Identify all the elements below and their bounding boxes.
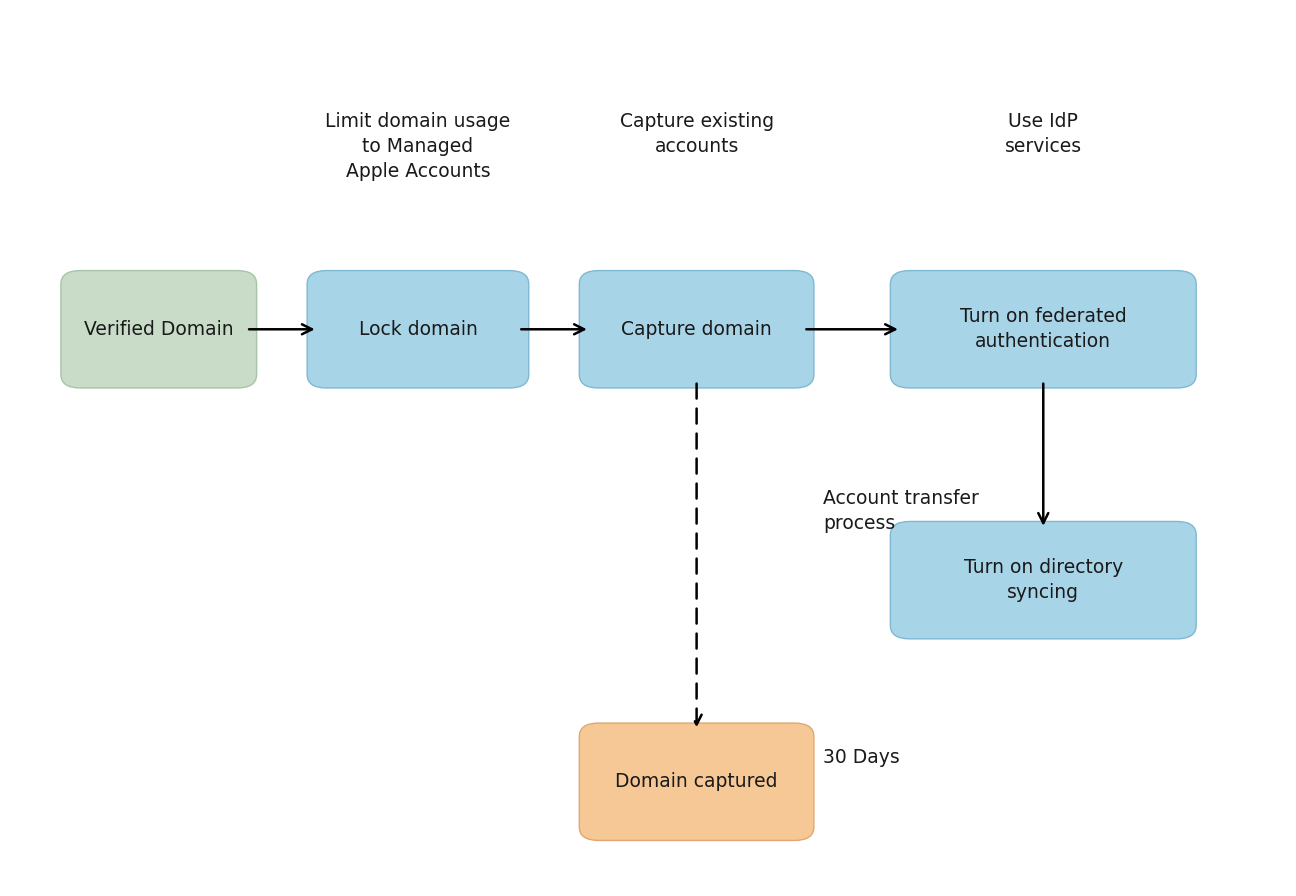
FancyBboxPatch shape bbox=[579, 271, 814, 388]
FancyBboxPatch shape bbox=[890, 521, 1196, 639]
Text: Verified Domain: Verified Domain bbox=[84, 320, 233, 339]
FancyBboxPatch shape bbox=[307, 271, 529, 388]
Text: Lock domain: Lock domain bbox=[359, 320, 477, 339]
Text: Turn on federated
authentication: Turn on federated authentication bbox=[960, 307, 1126, 351]
Text: Turn on directory
syncing: Turn on directory syncing bbox=[964, 558, 1122, 602]
Text: Capture domain: Capture domain bbox=[621, 320, 772, 339]
FancyBboxPatch shape bbox=[61, 271, 257, 388]
Text: Capture existing
accounts: Capture existing accounts bbox=[619, 112, 774, 156]
Text: 30 Days: 30 Days bbox=[823, 747, 899, 767]
FancyBboxPatch shape bbox=[579, 723, 814, 840]
Text: Use IdP
services: Use IdP services bbox=[1004, 112, 1082, 156]
FancyBboxPatch shape bbox=[890, 271, 1196, 388]
Text: Domain captured: Domain captured bbox=[616, 772, 778, 791]
Text: Limit domain usage
to Managed
Apple Accounts: Limit domain usage to Managed Apple Acco… bbox=[325, 112, 511, 181]
Text: Account transfer
process: Account transfer process bbox=[823, 488, 978, 533]
